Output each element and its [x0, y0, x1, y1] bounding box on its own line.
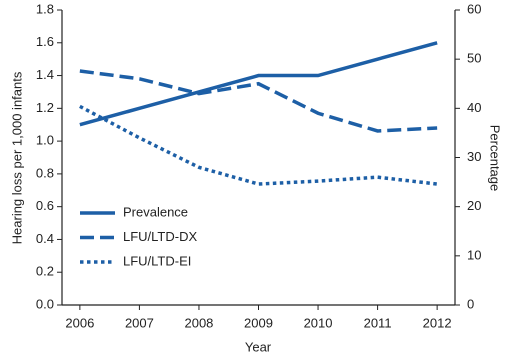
x-tick-label: 2011 [364, 315, 392, 330]
legend-label: LFU/LTD-EI [123, 253, 191, 268]
y-tick-label: 0.4 [36, 231, 54, 246]
y2-tick-label: 10 [467, 247, 481, 262]
y-tick-label: 1.8 [36, 1, 54, 16]
y-axis-label: Hearing loss per 1,000 infants [9, 71, 24, 244]
legend-label: LFU/LTD-DX [123, 229, 197, 244]
y2-axis-label: Percentage [488, 125, 503, 192]
x-tick-label: 2012 [423, 315, 452, 330]
legend-label: Prevalence [123, 204, 188, 219]
y2-tick-label: 60 [467, 1, 481, 16]
y-tick-label: 0.6 [36, 198, 54, 213]
x-tick-label: 2006 [65, 315, 94, 330]
y2-tick-label: 0 [467, 296, 474, 311]
y-tick-label: 0.8 [36, 165, 54, 180]
y2-tick-label: 20 [467, 198, 481, 213]
x-tick-label: 2009 [244, 315, 273, 330]
y-tick-label: 1.0 [36, 133, 54, 148]
y-tick-label: 0.0 [36, 296, 54, 311]
y2-tick-label: 30 [467, 149, 481, 164]
x-tick-label: 2010 [304, 315, 333, 330]
series-line [79, 104, 438, 186]
series-line [79, 69, 438, 133]
x-tick-label: 2008 [184, 315, 213, 330]
y2-tick-label: 50 [467, 51, 481, 66]
x-tick-label: 2007 [125, 315, 154, 330]
y-tick-label: 0.2 [36, 264, 54, 279]
y-tick-label: 1.2 [36, 100, 54, 115]
y-tick-label: 1.4 [36, 67, 54, 82]
series-line [79, 41, 438, 127]
y-tick-label: 1.6 [36, 34, 54, 49]
x-axis-label: Year [245, 339, 272, 354]
y2-tick-label: 40 [467, 100, 481, 115]
